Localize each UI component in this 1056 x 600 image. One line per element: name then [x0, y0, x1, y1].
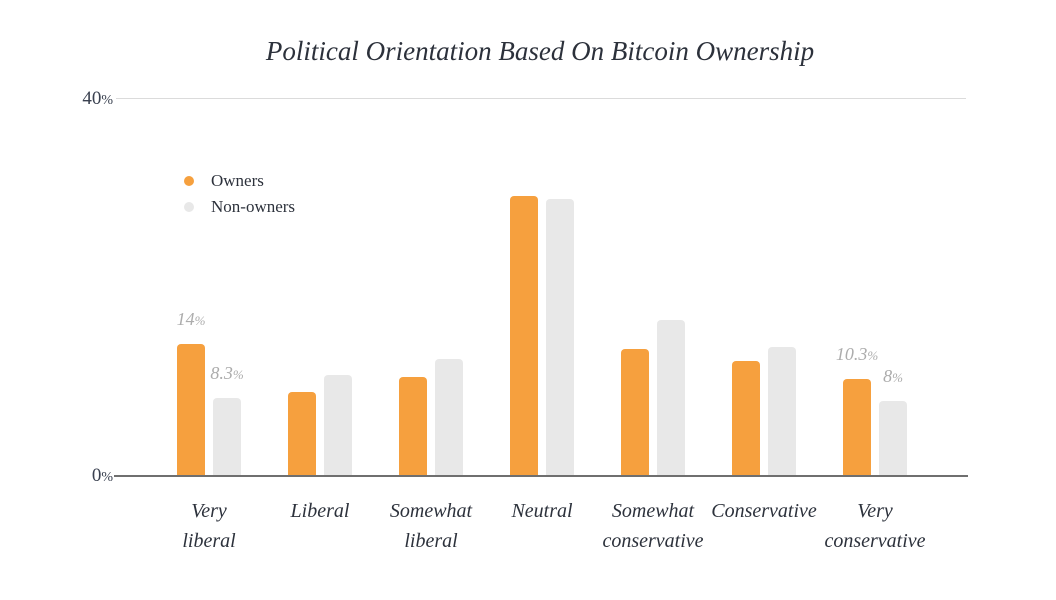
x-axis-label-neutral: Neutral — [511, 500, 573, 522]
chart-title: Political Orientation Based On Bitcoin O… — [265, 36, 815, 66]
bar-owners-somewhat-conservative — [621, 349, 649, 476]
legend: Owners Non-owners — [184, 168, 295, 220]
x-axis-line — [114, 475, 968, 477]
legend-item-non-owners: Non-owners — [184, 194, 295, 220]
bar-owners-very-liberal — [177, 344, 205, 476]
data-label-non-owners-very-liberal: 8.3% — [210, 363, 244, 383]
legend-item-owners: Owners — [184, 168, 295, 194]
bar-non-owners-somewhat-liberal — [435, 359, 463, 476]
bar-owners-very-conservative — [843, 379, 871, 476]
x-axis-label-very-liberal: Very liberal — [182, 500, 236, 552]
legend-label: Non-owners — [211, 197, 296, 216]
x-axis-label-liberal: Liberal — [290, 500, 350, 522]
bar-non-owners-very-conservative — [879, 401, 907, 476]
bar-non-owners-neutral — [546, 199, 574, 476]
bar-owners-somewhat-liberal — [399, 377, 427, 476]
owners-dot-icon — [184, 176, 194, 186]
x-axis-label-very-conservative: Very conservative — [824, 500, 926, 552]
bar-non-owners-conservative — [768, 347, 796, 476]
data-label-owners-very-liberal: 14% — [176, 309, 206, 329]
bar-owners-neutral — [510, 196, 538, 476]
x-axis-label-somewhat-conservative: Somewhat conservative — [602, 500, 704, 552]
y-axis-tick-40: 40% — [82, 88, 113, 109]
legend-label: Owners — [211, 171, 264, 190]
bar-non-owners-very-liberal — [213, 398, 241, 476]
non-owners-dot-icon — [184, 202, 194, 212]
bar-non-owners-liberal — [324, 375, 352, 476]
bar-owners-conservative — [732, 361, 760, 476]
data-label-owners-very-conservative: 10.3% — [835, 344, 879, 364]
x-axis-label-somewhat-liberal: Somewhat liberal — [389, 500, 473, 552]
data-label-non-owners-very-conservative: 8% — [883, 366, 903, 386]
bar-owners-liberal — [288, 392, 316, 476]
bar-non-owners-somewhat-conservative — [657, 320, 685, 476]
y-axis-tick-0: 0% — [91, 465, 113, 486]
gridline-40pct — [116, 98, 966, 99]
x-axis-label-conservative: Conservative — [711, 500, 817, 522]
